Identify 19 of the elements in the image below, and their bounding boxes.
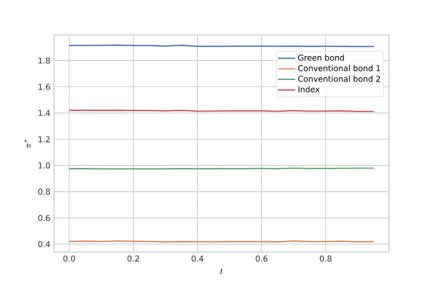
legend-label: Conventional bond 1 xyxy=(298,65,380,72)
x-tick-label: 0.6 xyxy=(256,256,268,262)
y-tick-label: 1.0 xyxy=(38,162,50,168)
legend-label: Conventional bond 2 xyxy=(298,76,380,82)
y-tick-label: 0.4 xyxy=(38,241,50,248)
x-tick-label: 0.4 xyxy=(192,256,204,262)
x-tick-label: 0.2 xyxy=(128,256,139,262)
y-axis-title: $\pi^{*}$ xyxy=(24,140,31,148)
x-tick-label: 0.0 xyxy=(63,256,76,262)
y-tick-label: 1.6 xyxy=(38,84,50,90)
x-tick-label: 0.8 xyxy=(320,256,332,262)
x-axis-title: $t$ xyxy=(220,268,223,274)
y-tick-label: 0.6 xyxy=(38,214,50,221)
y-tick-label: 1.4 xyxy=(38,110,50,116)
legend-label: Green bond xyxy=(298,54,344,61)
y-tick-label: 0.8 xyxy=(38,188,50,195)
y-tick-label: 1.8 xyxy=(38,58,50,64)
legend-label: Index xyxy=(298,86,320,92)
y-tick-label: 1.2 xyxy=(38,136,50,142)
